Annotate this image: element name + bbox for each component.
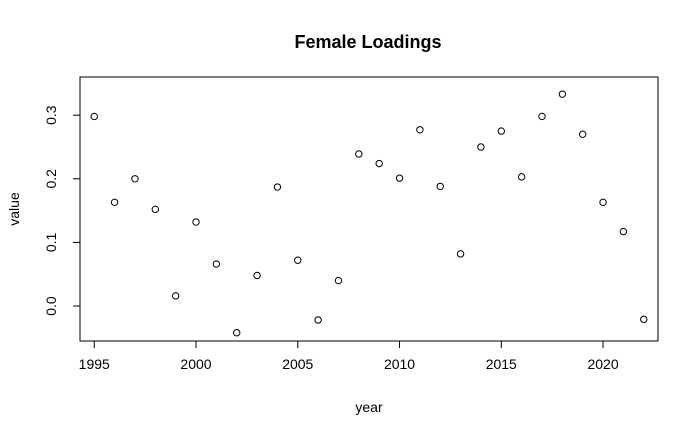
x-tick-label: 2015: [486, 356, 517, 372]
data-point: [619, 227, 628, 236]
data-point: [395, 174, 404, 182]
data-point: [456, 250, 465, 258]
y-axis-label: value: [6, 192, 22, 226]
data-point: [110, 198, 119, 207]
data-point: [314, 316, 322, 324]
data-point: [558, 90, 567, 98]
x-tick-label: 2005: [282, 356, 313, 372]
data-point: [212, 260, 221, 268]
plot-frame: [79, 76, 659, 342]
x-tick-label: 2020: [587, 356, 618, 372]
data-point: [294, 256, 302, 264]
data-point: [151, 205, 160, 214]
data-point: [436, 182, 444, 191]
y-tick-label: 0.2: [43, 169, 59, 189]
x-tick-label: 2000: [180, 356, 211, 372]
data-point: [273, 183, 282, 191]
x-axis: 1995 2000 2005 2010 2015 2020: [79, 340, 619, 372]
y-tick-label: 0.1: [43, 232, 59, 252]
data-point: [599, 198, 607, 207]
data-point: [233, 329, 241, 337]
data-point: [578, 130, 587, 138]
data-point: [253, 271, 261, 280]
data-point: [640, 315, 648, 324]
data-point: [517, 173, 526, 181]
x-axis-label: year: [355, 399, 383, 415]
data-point: [171, 292, 180, 300]
data-point: [355, 150, 363, 158]
data-point: [334, 276, 343, 285]
y-axis: 0.0 0.1 0.2 0.3: [43, 105, 81, 316]
data-point: [192, 218, 200, 226]
x-tick-label: 2010: [384, 356, 415, 372]
y-tick-label: 0.3: [43, 105, 59, 125]
data-point: [90, 112, 98, 121]
data-point: [477, 143, 485, 151]
x-tick-label: 1995: [79, 356, 110, 372]
data-point: [131, 175, 139, 183]
y-tick-label: 0.0: [43, 296, 59, 316]
data-point: [416, 126, 424, 134]
data-point: [375, 159, 383, 168]
data-point: [538, 112, 546, 121]
data-point: [497, 127, 505, 135]
chart-title: Female Loadings: [294, 32, 441, 52]
data-points: [90, 90, 648, 337]
